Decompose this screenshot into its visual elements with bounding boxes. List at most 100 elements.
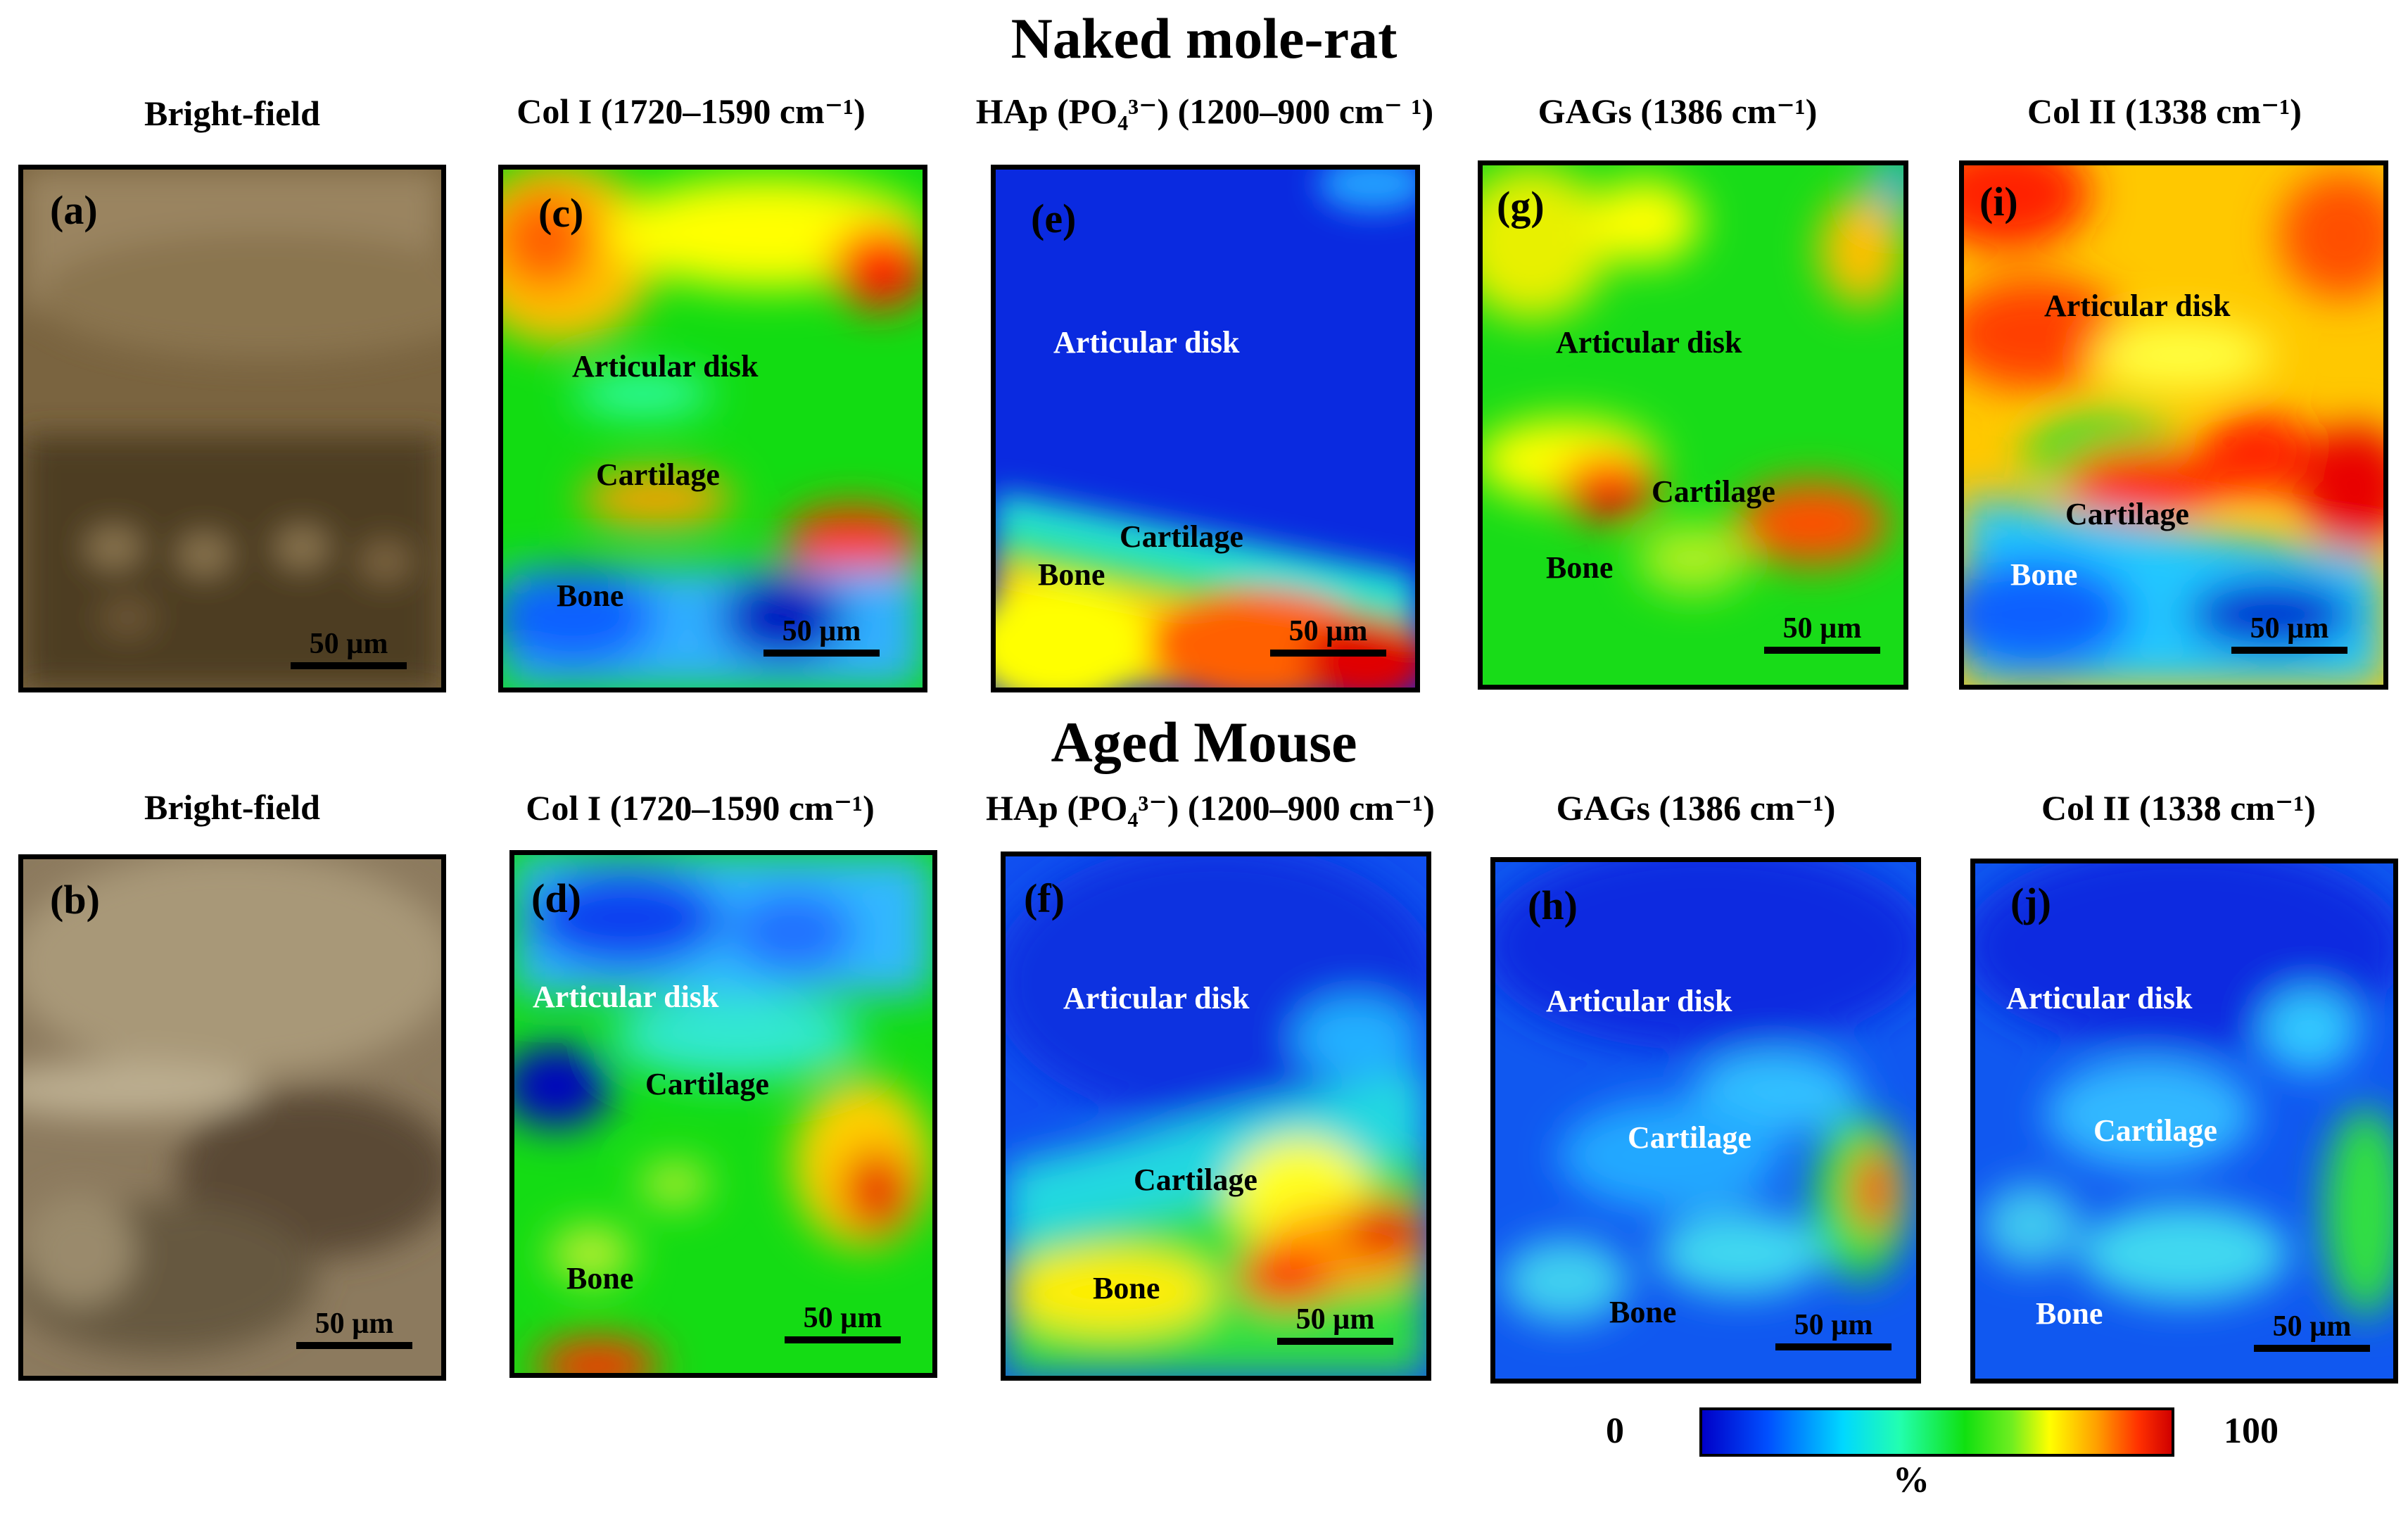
region-label-cartilage: Cartilage [1652,474,1775,509]
scale-bar-a: 50 µm [291,627,407,669]
hap-title-top: HAp (PO₄³⁻) (1200–900 cm⁻ ¹) [975,91,1434,131]
region-label-disk: Articular disk [2006,981,2193,1015]
scale-bar-c: 50 µm [763,614,880,657]
scale-bar-label: 50 µm [2250,612,2329,645]
col1-title-top: Col I (1720–1590 cm⁻¹) [517,91,866,131]
scale-bar-j: 50 µm [2254,1310,2370,1352]
colorbar-unit-label: % [1893,1460,1929,1500]
region-label-cartilage: Cartilage [1628,1120,1751,1155]
panel-label-f: (f) [1024,875,1065,921]
region-label-cartilage: Cartilage [2065,497,2189,531]
col2-title-top: Col II (1338 cm⁻¹) [2027,91,2302,131]
region-label-disk: Articular disk [1546,984,1732,1018]
region-label-bone: Bone [1093,1271,1160,1305]
scale-bar-label: 50 µm [315,1308,394,1340]
scale-bar-b: 50 µm [296,1307,412,1349]
scale-bar-f: 50 µm [1277,1303,1393,1345]
panel-b-bright-field: (b) 50 µm [18,854,446,1381]
gags-title-top: GAGs (1386 cm⁻¹) [1538,91,1818,131]
region-label-cartilage: Cartilage [1120,519,1243,554]
panel-i-col2: (i) Articular disk Cartilage Bone 50 µm [1959,160,2388,690]
panel-label-b: (b) [50,877,100,923]
col2-title-bottom: Col II (1338 cm⁻¹) [2041,788,2316,828]
gags-title-bottom: GAGs (1386 cm⁻¹) [1556,788,1836,828]
panel-label-e: (e) [1031,196,1077,241]
gags-heatmap [1495,862,1916,1379]
scale-bar-label: 50 µm [1794,1309,1873,1341]
region-label-disk: Articular disk [572,349,759,384]
naked-mole-rat-title: Naked mole-rat [1010,6,1398,70]
region-label-cartilage: Cartilage [1134,1163,1257,1197]
bright-field-title-bottom: Bright-field [144,787,320,827]
colorbar [1699,1407,2174,1457]
region-label-disk: Articular disk [1053,325,1240,360]
scale-bar-d: 50 µm [785,1301,901,1343]
scale-bar-line [763,650,880,657]
gags-heatmap [1483,165,1903,685]
scale-bar-line [291,662,407,669]
panel-c-col1: (c) Articular disk Cartilage Bone 50 µm [498,165,927,692]
scale-bar-label: 50 µm [803,1302,882,1334]
hap-heatmap [1006,856,1426,1376]
scale-bar-h: 50 µm [1775,1308,1891,1350]
scale-bar-line [1775,1343,1891,1350]
panel-label-i: (i) [1979,179,2018,224]
hap-title-bottom: HAp (PO₄³⁻) (1200–900 cm⁻¹) [986,788,1435,828]
region-label-cartilage: Cartilage [645,1067,769,1101]
scale-bar-line [2254,1345,2370,1352]
panel-e-hap: (e) Articular disk Cartilage Bone 50 µm [991,165,1420,692]
scale-bar-g: 50 µm [1764,612,1880,654]
scale-bar-label: 50 µm [1295,1303,1375,1336]
scale-bar-i: 50 µm [2231,612,2347,654]
region-label-bone: Bone [2036,1296,2103,1331]
region-label-bone: Bone [566,1261,634,1296]
scale-bar-line [1270,650,1386,657]
bright-field-title-top: Bright-field [144,94,320,133]
hap-heatmap [996,170,1415,688]
panel-j-col2: (j) Articular disk Cartilage Bone 50 µm [1970,859,2398,1384]
scale-bar-label: 50 µm [1288,615,1368,647]
panel-label-c: (c) [538,190,584,236]
region-label-disk: Articular disk [1063,981,1250,1015]
aged-mouse-title: Aged Mouse [1051,710,1357,774]
region-label-disk: Articular disk [533,980,719,1014]
region-label-bone: Bone [1609,1295,1677,1329]
panel-label-j: (j) [2010,880,2051,925]
bright-field-image [23,859,441,1376]
region-label-cartilage: Cartilage [2093,1113,2217,1148]
region-label-disk: Articular disk [1556,325,1742,360]
scale-bar-e: 50 µm [1270,614,1386,657]
region-label-bone: Bone [1546,550,1614,585]
scale-bar-label: 50 µm [782,615,861,647]
region-label-cartilage: Cartilage [596,457,720,492]
panel-f-hap: (f) Articular disk Cartilage Bone 50 µm [1001,852,1431,1381]
panel-g-gags: (g) Articular disk Cartilage Bone 50 µm [1478,160,1908,690]
panel-d-col1: (d) Articular disk Cartilage Bone 50 µm [509,850,937,1378]
panel-label-g: (g) [1497,183,1545,229]
panel-label-a: (a) [50,187,98,233]
col2-heatmap [1964,165,2383,685]
col2-heatmap [1975,863,2393,1379]
region-label-bone: Bone [1038,557,1105,592]
scale-bar-line [1764,647,1880,654]
panel-a-bright-field: (a) 50 µm [18,165,446,692]
scale-bar-line [296,1342,412,1349]
col1-title-bottom: Col I (1720–1590 cm⁻¹) [526,788,875,828]
scale-bar-label: 50 µm [2272,1310,2352,1343]
panel-label-h: (h) [1528,882,1578,928]
region-label-bone: Bone [2010,557,2078,592]
colorbar-min-label: 0 [1606,1411,1624,1451]
col1-heatmap [503,170,923,688]
region-label-disk: Articular disk [2044,289,2231,323]
panel-label-d: (d) [531,875,581,921]
scale-bar-label: 50 µm [1782,612,1862,645]
region-label-bone: Bone [557,578,624,613]
colorbar-max-label: 100 [2224,1411,2279,1451]
scale-bar-line [1277,1338,1393,1345]
scale-bar-line [785,1336,901,1343]
scale-bar-label: 50 µm [309,628,388,660]
scale-bar-line [2231,647,2347,654]
panel-h-gags: (h) Articular disk Cartilage Bone 50 µm [1490,857,1921,1384]
bright-field-image [23,170,441,688]
col1-heatmap [514,855,932,1373]
